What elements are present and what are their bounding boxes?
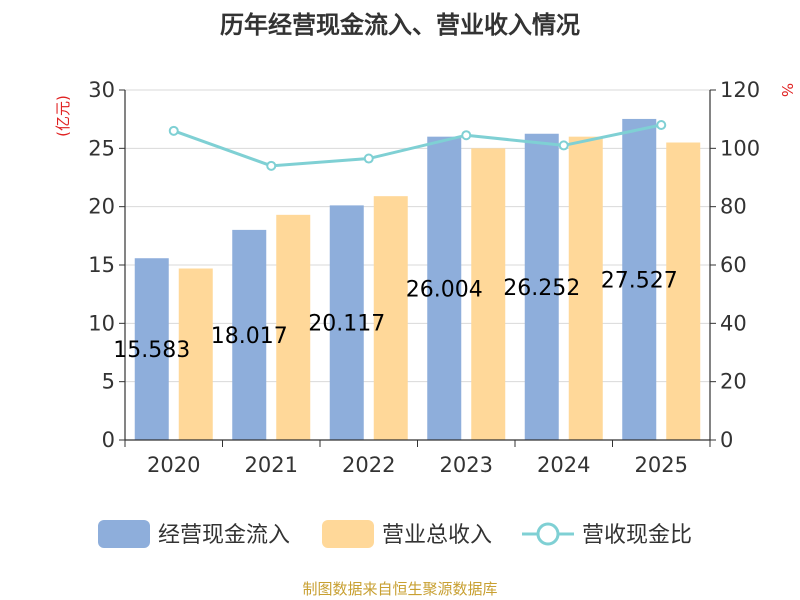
bar-total-revenue	[178, 268, 213, 440]
bar-cash-inflow	[134, 258, 169, 440]
bar-data-label: 20.117	[308, 312, 385, 337]
bar-data-label: 26.252	[503, 276, 580, 301]
left-axis-tick-label: 25	[88, 136, 115, 160]
right-axis-tick-label: 0	[720, 428, 733, 452]
left-axis-tick-label: 15	[88, 253, 115, 277]
ratio-point	[168, 125, 179, 136]
legend-label-total-revenue: 营业总收入	[382, 523, 492, 548]
right-axis-unit-label: %	[778, 83, 796, 97]
bar-total-revenue	[666, 142, 701, 440]
legend: 经营现金流入 营业总收入 营收现金比	[98, 520, 692, 548]
legend-swatch-total-revenue	[322, 520, 374, 548]
chart-title: 历年经营现金流入、营业收入情况	[220, 11, 580, 39]
bar-cash-inflow	[524, 133, 559, 440]
legend-swatch-cash-inflow	[98, 520, 150, 548]
x-axis-tick-label: 2020	[147, 453, 200, 477]
x-axis-tick-label: 2022	[342, 453, 395, 477]
right-axis-tick-label: 80	[720, 195, 747, 219]
ratio-line	[173, 123, 662, 168]
bar-total-revenue	[276, 214, 311, 440]
bar-total-revenue	[471, 148, 506, 441]
right-axis-tick-label: 100	[720, 136, 760, 160]
bar-data-label: 15.583	[113, 338, 190, 363]
left-axis-tick-label: 30	[88, 78, 115, 102]
bar-total-revenue	[373, 196, 408, 440]
data-source-note: 制图数据来自恒生聚源数据库	[302, 580, 497, 598]
ratio-point	[363, 153, 374, 164]
bar-cash-inflow	[622, 118, 657, 440]
legend-label-cash-inflow: 经营现金流入	[158, 523, 290, 548]
bar-total-revenue	[568, 136, 603, 440]
x-axis-tick-label: 2023	[440, 453, 493, 477]
left-axis-tick-label: 5	[102, 370, 115, 394]
bar-data-label: 26.004	[406, 277, 483, 302]
left-axis-tick-label: 0	[102, 428, 115, 452]
bar-cash-inflow	[329, 205, 364, 440]
bar-cash-inflow	[427, 136, 462, 440]
data-labels-group: 15.583 18.017 20.117 26.004 26.252 27.527	[113, 268, 677, 363]
ratio-point	[656, 120, 667, 130]
bar-data-label: 27.527	[601, 268, 678, 293]
left-axis-tick-label: 10	[88, 311, 115, 335]
left-axis-unit-label: (亿元)	[54, 95, 72, 137]
x-axis-tick-label: 2024	[537, 453, 590, 477]
bar-cash-inflow	[232, 229, 267, 440]
legend-swatch-ratio-marker	[536, 522, 560, 546]
right-axis-tick-label: 20	[720, 370, 747, 394]
bar-data-label: 18.017	[211, 324, 288, 349]
x-axis-tick-label: 2025	[635, 453, 688, 477]
ratio-point	[266, 160, 277, 171]
right-axis-tick-label: 60	[720, 253, 747, 277]
right-axis-tick-label: 40	[720, 311, 747, 335]
x-axis-tick-label: 2021	[245, 453, 298, 477]
bar-series-group	[134, 118, 701, 441]
left-axis-tick-label: 20	[88, 195, 115, 219]
legend-label-ratio: 营收现金比	[582, 523, 692, 548]
right-axis-tick-label: 120	[720, 78, 760, 102]
line-series-group	[168, 120, 667, 171]
ratio-point	[461, 130, 472, 141]
ratio-point	[558, 140, 569, 151]
